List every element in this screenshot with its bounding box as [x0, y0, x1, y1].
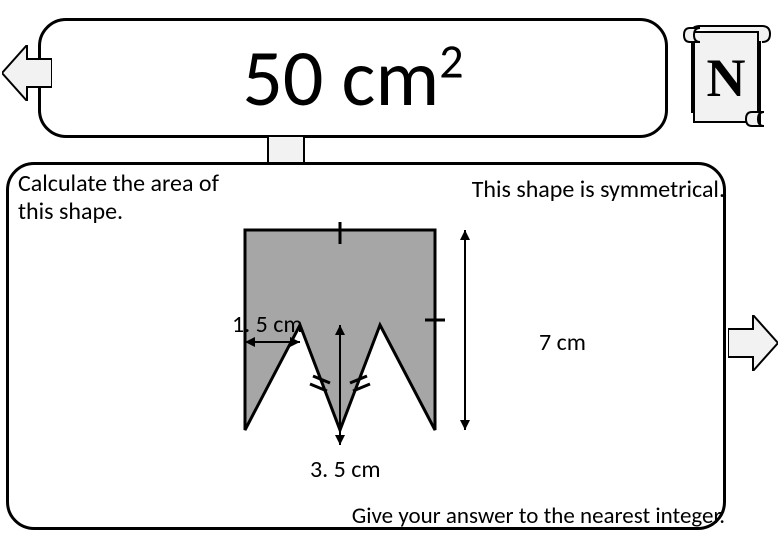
label-width: 1. 5 cm [232, 310, 303, 339]
answer-value: 50 cm [242, 30, 439, 127]
label-notch: 3. 5 cm [310, 455, 381, 484]
next-arrow-icon[interactable] [728, 315, 778, 371]
scroll-icon[interactable]: N [682, 18, 772, 138]
answer-superscript: 2 [439, 31, 463, 90]
prev-arrow-icon[interactable] [2, 45, 52, 101]
answer-box: 50 cm2 [38, 18, 668, 138]
scroll-letter: N [707, 48, 746, 108]
footer-instruction: Give your answer to the nearest integer. [352, 502, 725, 530]
instruction-text: Calculate the area of this shape. [18, 170, 228, 225]
answer-text: 50 cm2 [242, 30, 463, 127]
label-height: 7 cm [539, 328, 586, 357]
symmetrical-note: This shape is symmetrical. [472, 175, 725, 204]
geometry-shape [215, 220, 515, 480]
